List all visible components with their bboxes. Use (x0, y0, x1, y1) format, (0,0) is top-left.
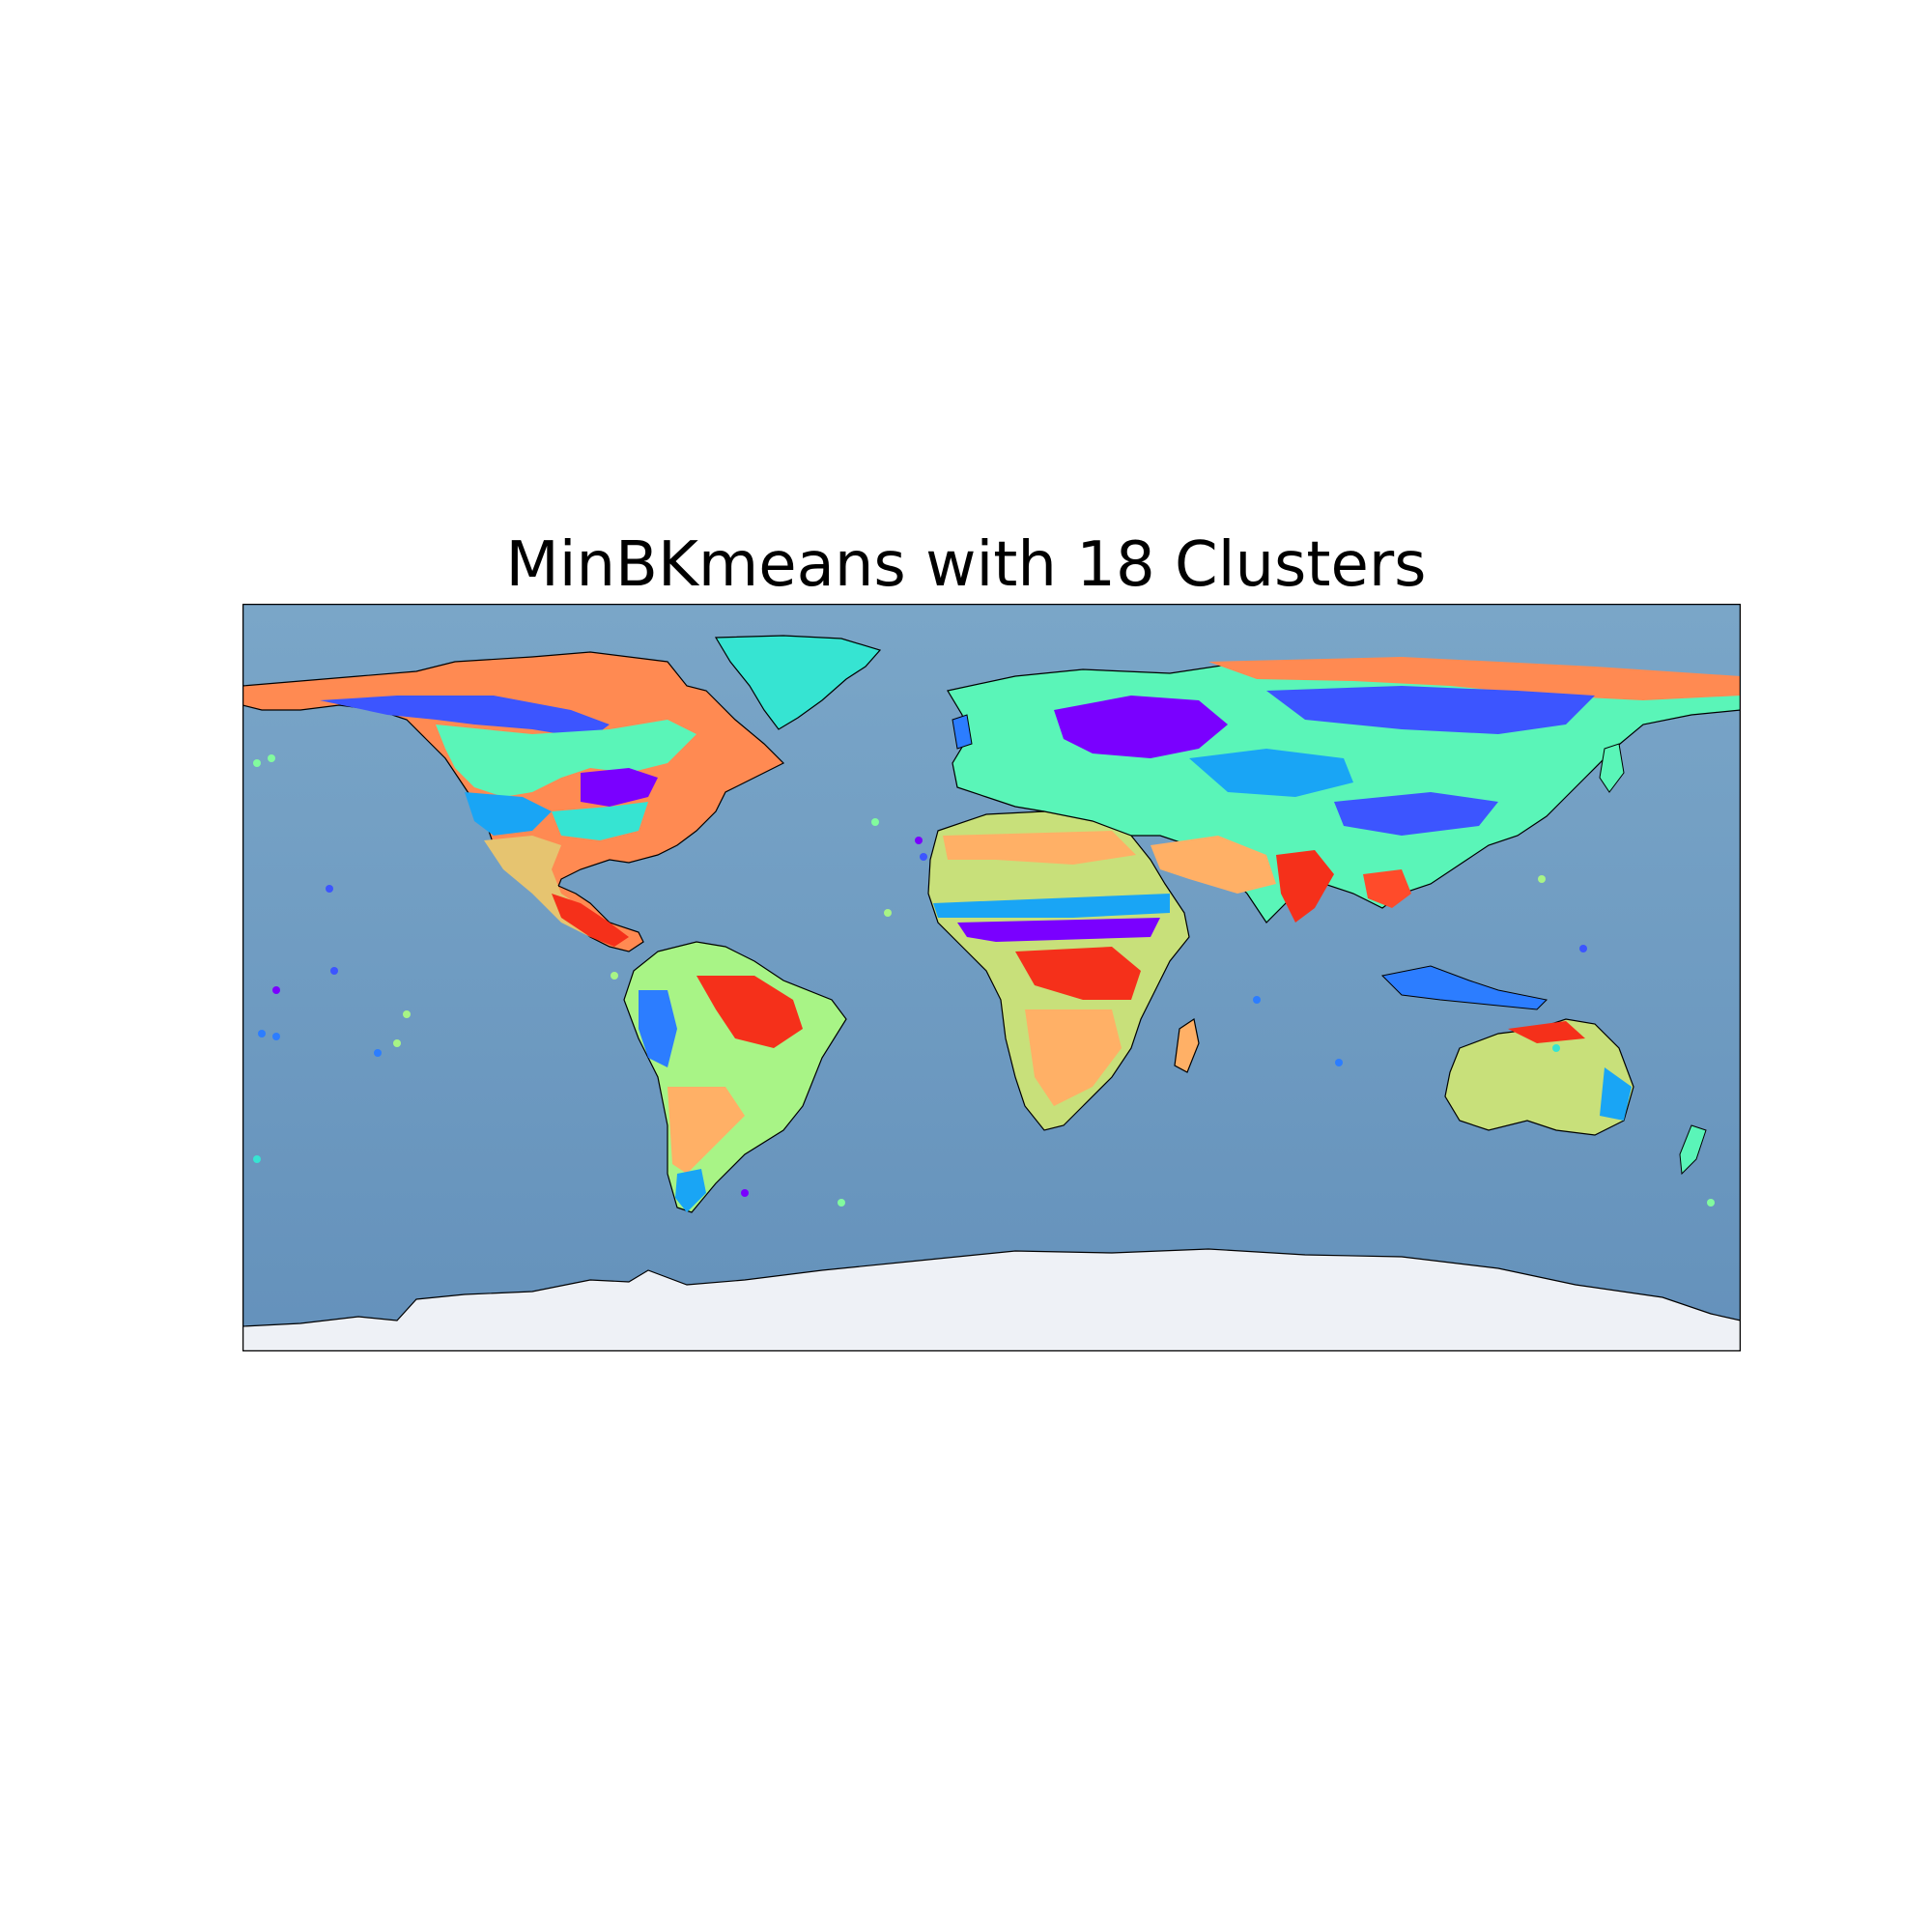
southern-africa-orange (1025, 1009, 1122, 1106)
south-america-south (668, 1087, 745, 1174)
map-border (242, 604, 1741, 1351)
eastern-europe-violet (1054, 696, 1228, 758)
equatorial-violet (957, 918, 1160, 942)
north-america-temperate (436, 720, 696, 797)
sahel-cyan (933, 894, 1170, 918)
new-zealand (1679, 1124, 1707, 1176)
central-asia-cyan (1189, 749, 1353, 797)
middle-east (1151, 836, 1276, 894)
siberia-orange (1208, 657, 1741, 700)
north-america-southeast (552, 802, 648, 840)
north-america-southwest (465, 792, 552, 836)
british-isles (952, 714, 973, 750)
china-blue (1334, 792, 1498, 836)
southeast-asia-red (1363, 869, 1411, 908)
congo-red (1015, 947, 1141, 1000)
map-title: MinBKmeans with 18 Clusters (505, 529, 1427, 601)
north-america-midwest (581, 768, 658, 807)
map-svg (242, 604, 1741, 1351)
siberia-blue (1266, 686, 1595, 734)
patagonia (675, 1169, 706, 1212)
antarctica-ice (242, 1248, 1741, 1351)
north-america-boreal (320, 696, 610, 739)
world-cluster-map (242, 604, 1741, 1351)
amazon-red (696, 976, 803, 1048)
island-points (253, 754, 1715, 1207)
greenland (714, 635, 882, 730)
indonesia (1380, 965, 1548, 1010)
india-red (1276, 850, 1334, 923)
central-america (552, 894, 629, 947)
madagascar (1174, 1018, 1200, 1073)
australia-north-red (1508, 1021, 1585, 1043)
australia-east-cyan (1600, 1067, 1632, 1121)
andes-blue (639, 990, 677, 1067)
japan (1599, 743, 1625, 793)
sahara-orange (943, 831, 1136, 865)
